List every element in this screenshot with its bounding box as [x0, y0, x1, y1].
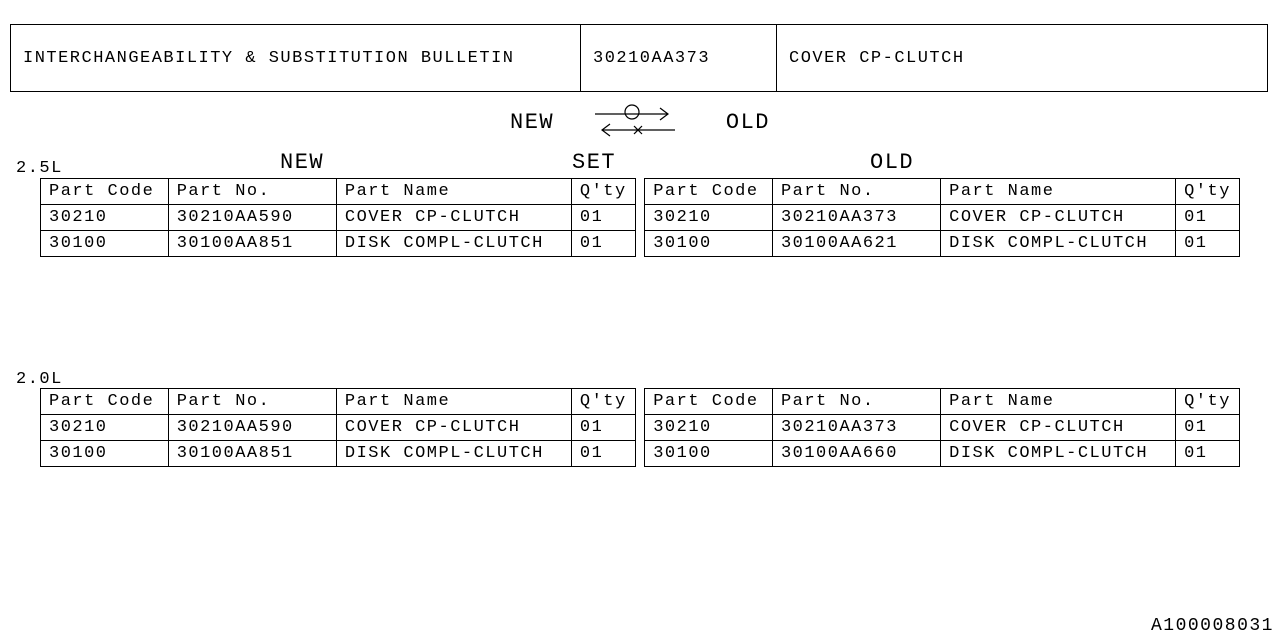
table-cell: COVER CP-CLUTCH — [941, 415, 1176, 441]
table-cell: 30100AA621 — [772, 231, 940, 257]
table-cell: 01 — [1176, 441, 1240, 467]
table-cell: 30100 — [645, 441, 773, 467]
table-cell: 01 — [1176, 231, 1240, 257]
table-cell: 30100AA660 — [772, 441, 940, 467]
table-cell: 30210 — [41, 205, 169, 231]
table-row: 3021030210AA590COVER CP-CLUTCH0130210302… — [41, 415, 1240, 441]
diagram-old-label: OLD — [726, 110, 770, 135]
table-cell — [635, 231, 645, 257]
table-cell — [635, 415, 645, 441]
table-cell: COVER CP-CLUTCH — [336, 205, 571, 231]
column-header: Part Name — [941, 179, 1176, 205]
table-cell: 30100 — [41, 231, 169, 257]
column-header: Part Name — [336, 389, 571, 415]
engine-label: 2.0L — [16, 370, 63, 389]
table-cell — [635, 205, 645, 231]
table-cell: 01 — [1176, 205, 1240, 231]
table-cell: DISK COMPL-CLUTCH — [336, 231, 571, 257]
column-header: Part Name — [336, 179, 571, 205]
column-header: Part Name — [941, 389, 1176, 415]
table-cell: 30210 — [645, 415, 773, 441]
table-cell: 01 — [571, 205, 635, 231]
table-row: 3021030210AA590COVER CP-CLUTCH0130210302… — [41, 205, 1240, 231]
column-header: Part No. — [168, 179, 336, 205]
document-id: A100008031 — [1151, 616, 1274, 636]
table-cell: 30210 — [645, 205, 773, 231]
table-cell: 30100 — [41, 441, 169, 467]
column-header: Part Code — [41, 179, 169, 205]
table-cell: 30210AA590 — [168, 205, 336, 231]
bulletin-part-name: COVER CP-CLUTCH — [777, 25, 1267, 91]
column-header: Q'ty — [571, 389, 635, 415]
table-cell: 30210AA373 — [772, 205, 940, 231]
column-header: Q'ty — [1176, 389, 1240, 415]
column-group-old: OLD — [870, 150, 914, 175]
table-cell: DISK COMPL-CLUTCH — [336, 441, 571, 467]
column-header: Part Code — [645, 389, 773, 415]
column-header: Part No. — [772, 389, 940, 415]
table-cell: COVER CP-CLUTCH — [941, 205, 1176, 231]
interchange-diagram: NEW OLD — [510, 100, 770, 148]
table-cell: 30100 — [645, 231, 773, 257]
parts-table: Part CodePart No.Part NameQ'tyPart CodeP… — [40, 388, 1240, 467]
column-header: Q'ty — [571, 179, 635, 205]
column-header: Q'ty — [1176, 179, 1240, 205]
column-group-new: NEW — [280, 150, 324, 175]
table-row: 3010030100AA851DISK COMPL-CLUTCH01301003… — [41, 231, 1240, 257]
table-cell — [635, 441, 645, 467]
interchange-arrows-icon — [590, 102, 680, 142]
table-cell: 30210AA373 — [772, 415, 940, 441]
set-label: SET — [572, 150, 616, 175]
bulletin-header: INTERCHANGEABILITY & SUBSTITUTION BULLET… — [10, 24, 1268, 92]
table-cell: 30210 — [41, 415, 169, 441]
table-cell: DISK COMPL-CLUTCH — [941, 231, 1176, 257]
table-row: 3010030100AA851DISK COMPL-CLUTCH01301003… — [41, 441, 1240, 467]
table-cell: 30100AA851 — [168, 231, 336, 257]
column-header: Part Code — [645, 179, 773, 205]
table-cell: 01 — [571, 415, 635, 441]
column-header: Part No. — [772, 179, 940, 205]
table-cell: 01 — [1176, 415, 1240, 441]
table-cell: 30100AA851 — [168, 441, 336, 467]
column-header — [635, 179, 645, 205]
table-cell: COVER CP-CLUTCH — [336, 415, 571, 441]
column-header: Part No. — [168, 389, 336, 415]
column-header — [635, 389, 645, 415]
table-cell: 01 — [571, 231, 635, 257]
table-cell: 01 — [571, 441, 635, 467]
bulletin-title: INTERCHANGEABILITY & SUBSTITUTION BULLET… — [11, 25, 581, 91]
diagram-new-label: NEW — [510, 110, 554, 135]
column-header: Part Code — [41, 389, 169, 415]
bulletin-part-no: 30210AA373 — [581, 25, 777, 91]
engine-label: 2.5L — [16, 159, 63, 178]
table-cell: DISK COMPL-CLUTCH — [941, 441, 1176, 467]
parts-table: Part CodePart No.Part NameQ'tyPart CodeP… — [40, 178, 1240, 257]
table-cell: 30210AA590 — [168, 415, 336, 441]
